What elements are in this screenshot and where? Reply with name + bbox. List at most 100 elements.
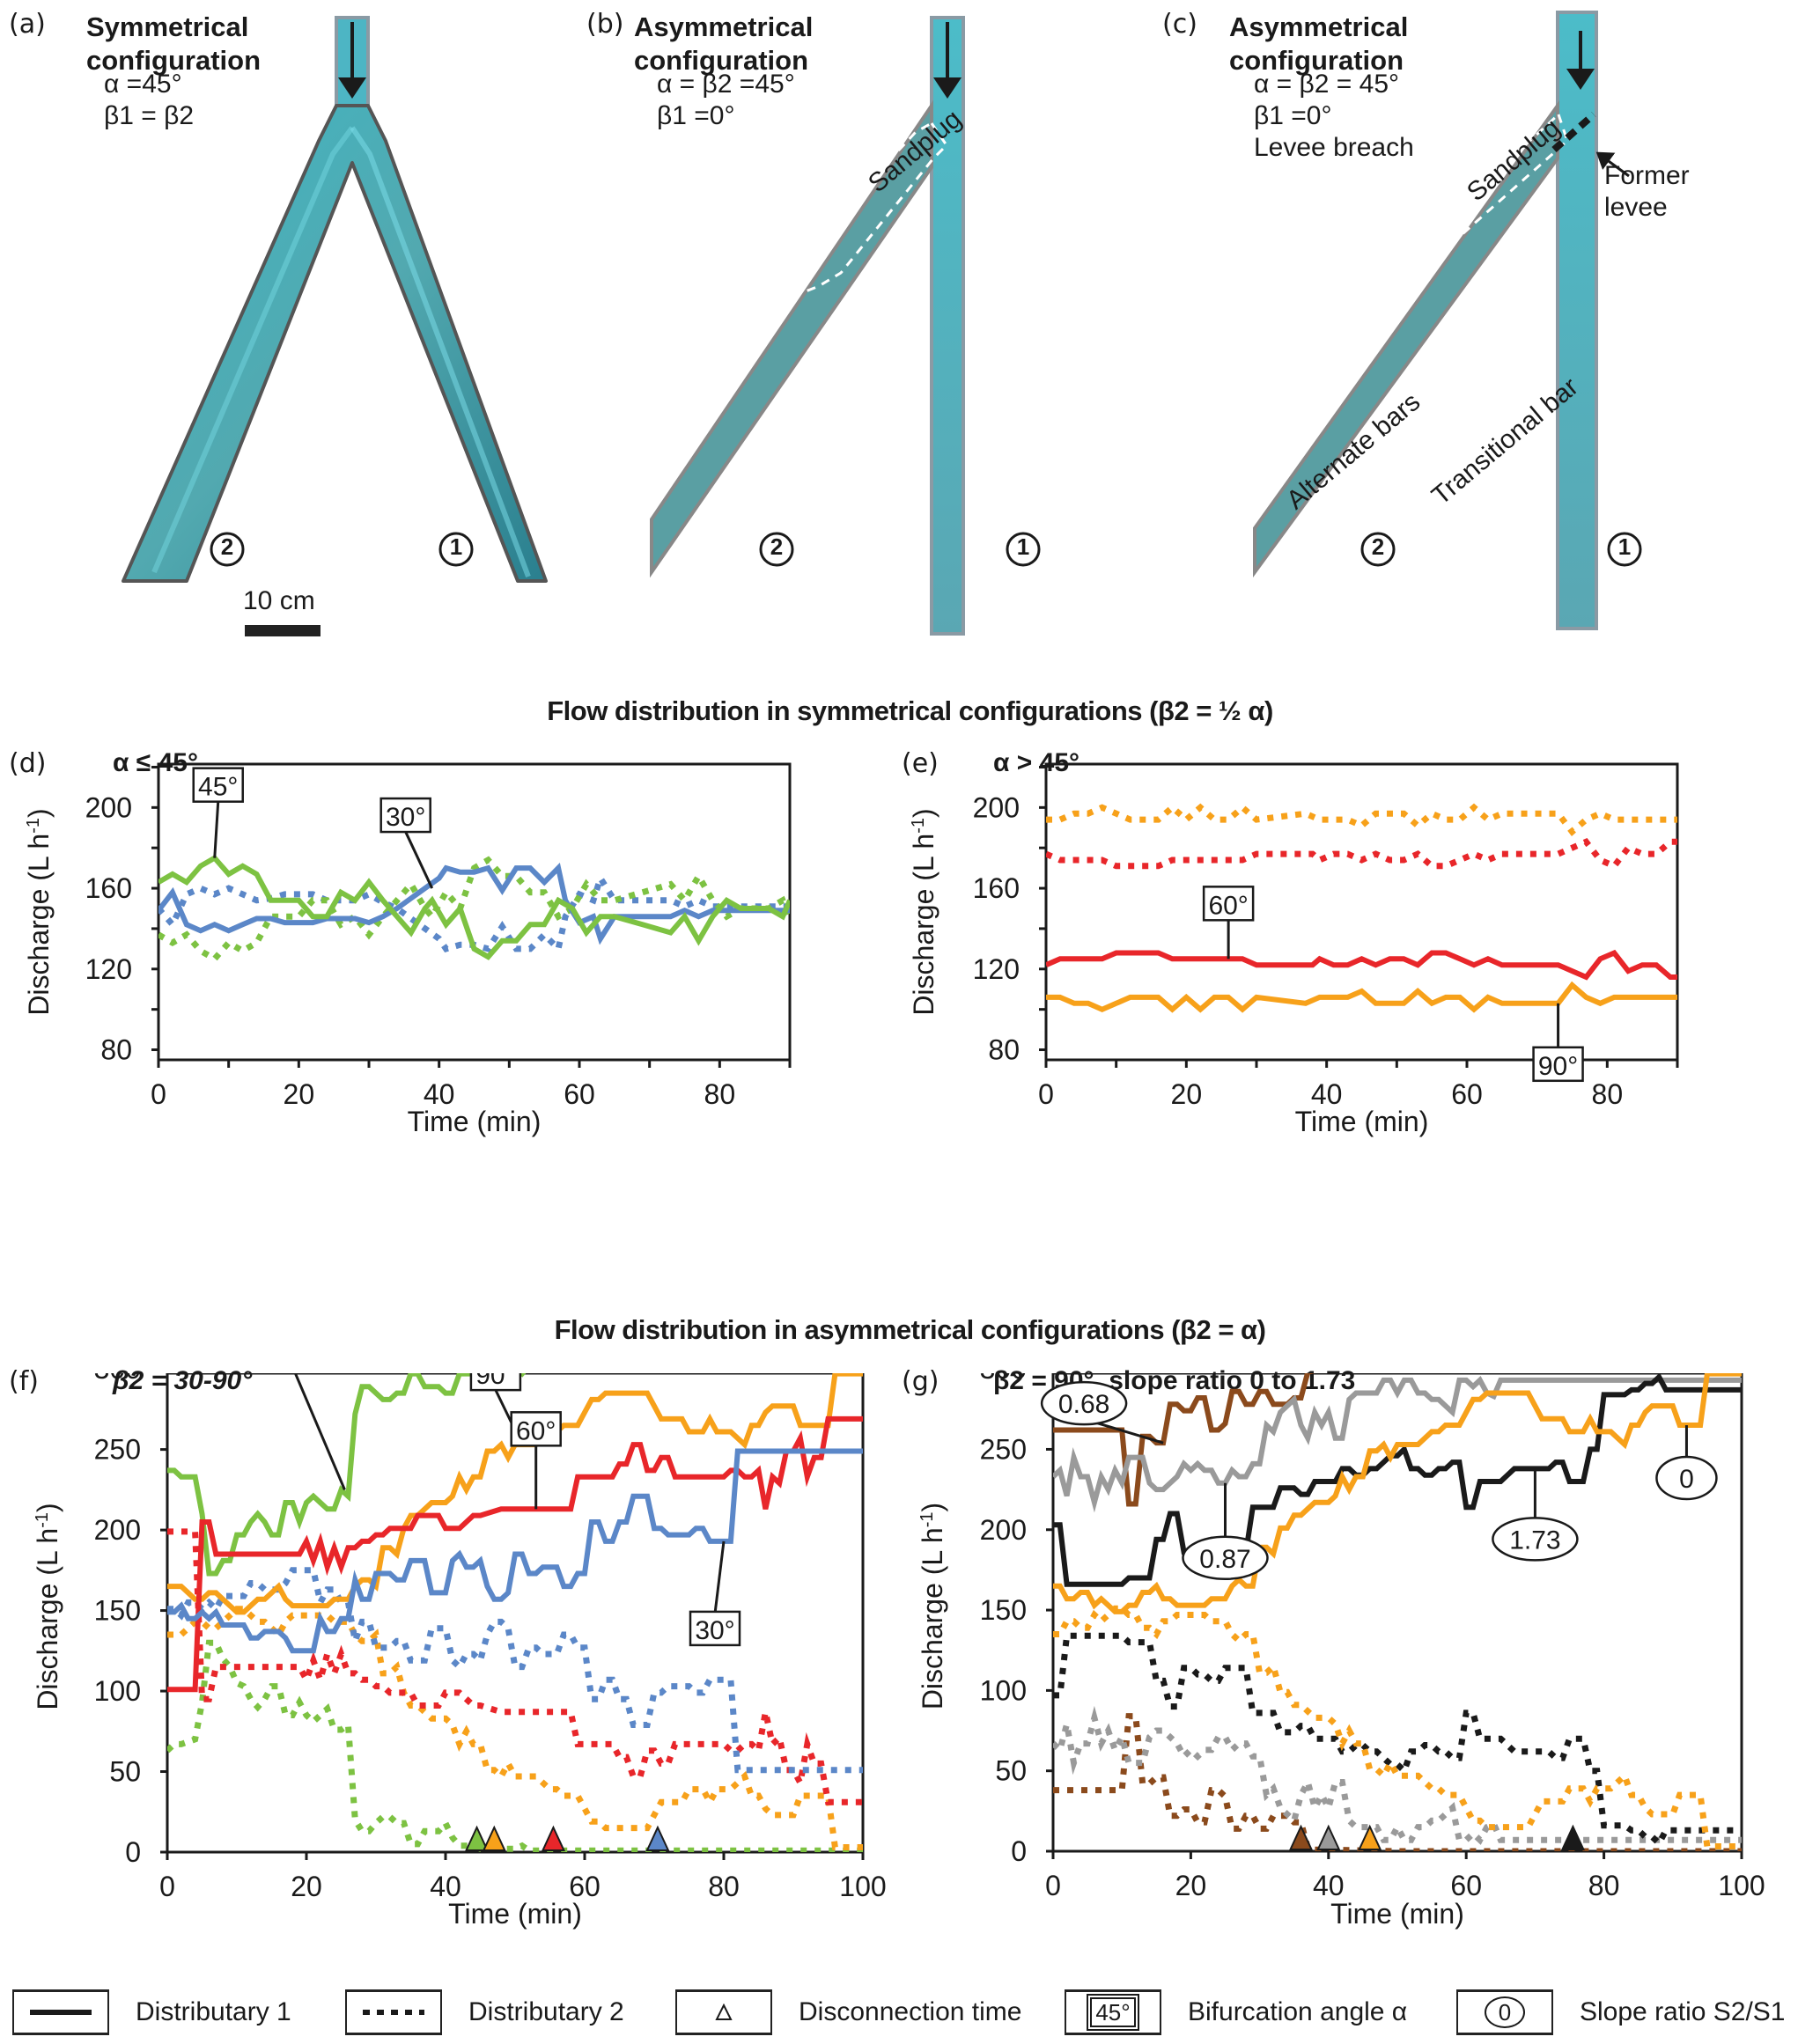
photo-a-title-line2: configuration: [86, 45, 262, 76]
photo-c-param-levee: Levee breach: [1254, 133, 1414, 162]
x-tick-label: 0: [151, 1078, 166, 1110]
series-90-distributary-1: [1046, 981, 1677, 1013]
y-tick-label: 300: [94, 1373, 141, 1385]
angle-label-box: [1202, 886, 1255, 922]
section-title-symmetrical: Flow distribution in symmetrical configu…: [547, 695, 1273, 726]
angle-box-icon: 45°: [1090, 1997, 1136, 2027]
chart-f-title: β2 = 30-90°: [113, 1366, 253, 1395]
y-tick-label: 120: [973, 953, 1020, 985]
legend-item-bifurcation: 45° Bifurcation angle α: [1065, 1986, 1407, 2039]
photo-a-flume: [122, 16, 548, 583]
series-0-68-distributary-2: [1053, 1713, 1742, 1851]
angle-label-box: [689, 1610, 741, 1647]
series-annotation-label: 0.68: [1058, 1390, 1109, 1419]
label-leader-line: [293, 1373, 346, 1490]
y-tick-label: 160: [85, 872, 132, 904]
x-axis-label: Time (min): [1330, 1898, 1464, 1930]
channel-label-1c: 1: [1617, 533, 1632, 560]
channel-label-2b: 2: [770, 533, 784, 560]
x-tick-label: 0: [1038, 1078, 1054, 1110]
y-axis-label: Discharge (L h-1): [23, 808, 55, 1015]
series-annotation-label: 90°: [1538, 1052, 1578, 1081]
label-leader-line: [213, 801, 220, 858]
former-levee-line2: levee: [1604, 193, 1668, 222]
label-leader-line: [713, 1540, 726, 1614]
disconnection-triangle-marker: [1560, 1824, 1585, 1850]
plot-frame: [157, 762, 792, 1062]
scale-bar-label: 10 cm: [243, 586, 315, 615]
photo-b-params: α = β2 =45° β1 =0°: [657, 69, 795, 132]
panel-letter-g: (g): [902, 1366, 939, 1397]
series-0-87-distributary-2: [1053, 1705, 1742, 1845]
series-60-distributary-1: [1046, 949, 1677, 981]
slope-label-ellipse: [1655, 1455, 1718, 1501]
chart-d: 80 120 160 200 0 20 40 60 80 Time (min) Discharge …: [23, 762, 792, 1137]
y-tick-label: 80: [988, 1034, 1020, 1066]
photo-a-title-line1: Symmetrical: [86, 11, 249, 42]
series-30-distributary-1: [167, 1448, 863, 1654]
legend-label-bifurcation: Bifurcation angle α: [1188, 1997, 1408, 2026]
photo-c-params: α = β2 = 45° β1 =0° Levee breach: [1254, 69, 1414, 164]
x-tick-label: 20: [1175, 1870, 1207, 1901]
series-0-distributary-1: [1053, 1373, 1742, 1614]
series-annotation-label: 90°: [475, 1373, 515, 1390]
photo-a-param-alpha: α =45°: [104, 70, 182, 99]
y-tick-label: 150: [980, 1594, 1027, 1626]
chart-e: 80 120 160 200 0 20 40 60 80 Time (min) Discharge …: [908, 762, 1679, 1137]
x-tick-label: 60: [569, 1871, 601, 1902]
x-tick-label: 80: [1592, 1078, 1624, 1110]
former-levee-line: [1551, 112, 1596, 152]
x-tick-label: 100: [839, 1871, 886, 1902]
legend-item-distributary-1: Distributary 1: [12, 1986, 291, 2039]
former-levee-pointer-icon: [1595, 151, 1630, 178]
legend-item-slope-ratio: 0 Slope ratio S2/S1: [1456, 1986, 1785, 2039]
angle-label-box: [510, 1411, 562, 1447]
series-90-distributary-2: [1046, 803, 1677, 836]
y-tick-label: 50: [995, 1755, 1027, 1787]
disconnection-triangle-marker: [1288, 1824, 1314, 1850]
panel-letter-d: (d): [9, 748, 47, 779]
series-90-distributary-2: [167, 1606, 863, 1850]
x-tick-label: 0: [159, 1871, 175, 1902]
x-axis-label: Time (min): [1295, 1106, 1429, 1137]
y-tick-label: 100: [94, 1675, 141, 1707]
legend-label-slope-ratio: Slope ratio S2/S1: [1580, 1997, 1786, 2026]
photo-a-params: α =45° β1 = β2: [104, 69, 194, 132]
y-tick-label: 300: [980, 1373, 1027, 1385]
series-30-distributary-2: [167, 1567, 863, 1774]
x-tick-label: 80: [704, 1078, 736, 1110]
series-annotation-label: 60°: [1208, 891, 1248, 920]
legend-item-disconnection: Disconnection time: [675, 1986, 1021, 2039]
y-tick-label: 200: [94, 1514, 141, 1546]
y-axis-label: Discharge (L h-1): [917, 1503, 948, 1709]
series-group: [158, 854, 790, 963]
x-tick-label: 20: [1171, 1078, 1203, 1110]
photo-c-title-line2: configuration: [1229, 45, 1404, 76]
y-tick-label: 100: [980, 1674, 1027, 1706]
series-annotation-label: 0: [1679, 1465, 1694, 1494]
y-tick-label: 0: [1011, 1835, 1027, 1867]
plot-frame: [1044, 762, 1679, 1062]
photo-c-param-alpha: α = β2 = 45°: [1254, 70, 1400, 99]
panel-letter-b: (b): [586, 9, 624, 40]
former-levee-label: Former levee: [1604, 160, 1690, 224]
series-30-distributary-1: [158, 863, 790, 945]
scale-bar: [245, 625, 321, 636]
legend: Distributary 1 Distributary 2 Disconnect…: [12, 1986, 1817, 2039]
disconnection-triangle-marker: [482, 1825, 506, 1851]
y-tick-label: 80: [100, 1034, 132, 1066]
photo-panels: [122, 11, 1642, 636]
x-tick-label: 60: [1451, 1078, 1483, 1110]
x-tick-label: 60: [564, 1078, 595, 1110]
x-tick-label: 20: [291, 1871, 322, 1902]
x-tick-label: 80: [1588, 1870, 1620, 1901]
x-tick-label: 20: [284, 1078, 315, 1110]
series-45-distributary-1: [158, 854, 790, 960]
channel-label-1b: 1: [1016, 533, 1030, 560]
photo-b-title-line1: Asymmetrical: [634, 11, 814, 42]
photo-b-title-line2: configuration: [634, 45, 809, 76]
chart-f: 0 50 100 150 200 250 300 0 20 40 60 80 100 Time (min)…: [32, 1373, 887, 1930]
photo-c-param-beta: β1 =0°: [1254, 101, 1332, 130]
x-tick-label: 80: [708, 1871, 740, 1902]
y-tick-label: 200: [85, 791, 132, 823]
